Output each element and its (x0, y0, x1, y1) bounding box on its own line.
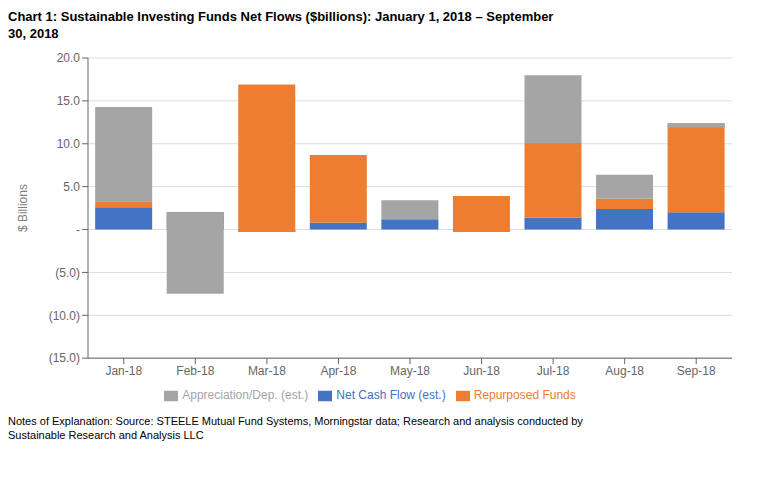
svg-text:Mar-18: Mar-18 (248, 364, 286, 378)
svg-text:15.0: 15.0 (57, 94, 81, 108)
html-text:Appreciation/Dep. (est.): Appreciation/Dep. (est.) (182, 388, 309, 403)
html-text:Sustainable Research and Analy: Sustainable Research and Analysis LLC (8, 429, 204, 441)
html-text:Notes of Explanation: Source:: Notes of Explanation: Source: STEELE Mut… (8, 415, 583, 427)
svg-text:10.0: 10.0 (57, 137, 81, 151)
svg-text:(10.0): (10.0) (49, 309, 80, 323)
svg-text:Aug-18: Aug-18 (605, 364, 644, 378)
svg-text:Apr-18: Apr-18 (320, 364, 356, 378)
svg-text:(5.0): (5.0) (55, 266, 80, 280)
svg-text:$ Billions: $ Billions (16, 184, 30, 232)
html-text:30, 2018: 30, 2018 (8, 26, 59, 41)
svg-text:20.0: 20.0 (57, 51, 81, 65)
svg-text:Sep-18: Sep-18 (677, 364, 716, 378)
html-text:Chart 1: Sustainable Investing: Chart 1: Sustainable Investing Funds Net… (8, 9, 554, 24)
svg-text:Jan-18: Jan-18 (105, 364, 142, 378)
svg-text:(15.0): (15.0) (49, 351, 80, 365)
svg-text:Feb-18: Feb-18 (176, 364, 214, 378)
html-text:Repurposed Funds: Repurposed Funds (473, 388, 576, 403)
svg-text:-: - (76, 223, 80, 237)
svg-text:May-18: May-18 (390, 364, 430, 378)
svg-text:Jul-18: Jul-18 (537, 364, 570, 378)
svg-text:5.0: 5.0 (63, 180, 80, 194)
svg-text:Jun-18: Jun-18 (463, 364, 500, 378)
html-text:Net Cash Flow (est.): Net Cash Flow (est.) (336, 388, 446, 403)
